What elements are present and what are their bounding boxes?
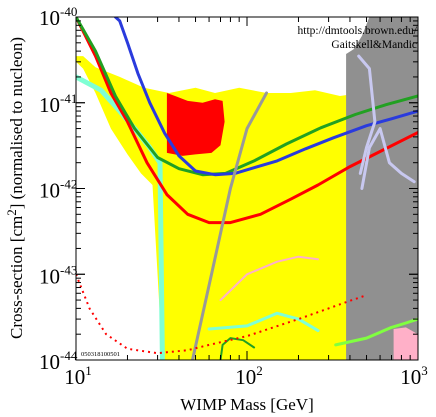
y-axis-title: Cross-section [cm2] (normalised to nucle…: [4, 37, 26, 339]
y-tick-label: 10-42: [39, 177, 77, 203]
chart-labels: WIMP Mass [GeV] Cross-section [cm2] (nor…: [4, 4, 428, 414]
series-red-1: [76, 17, 418, 225]
plot-area: [76, 17, 418, 360]
series-green-10: [219, 337, 256, 360]
series-gray-4: [191, 91, 268, 360]
x-axis-title: WIMP Mass [GeV]: [180, 395, 313, 414]
stamp-annotation: 050318100501: [81, 351, 120, 358]
region-yellow-0: [76, 56, 367, 360]
series-pink-7: [219, 255, 319, 302]
series-blue-3: [113, 17, 418, 177]
region-red-2: [166, 93, 225, 156]
series-lightgreen-9: [334, 317, 418, 347]
y-tick-label: 10-43: [39, 262, 77, 288]
region-pink-3: [393, 327, 418, 360]
series-cyan-8: [207, 311, 320, 333]
series-lavender-5: [360, 127, 416, 190]
y-tick-label: 10-44: [39, 348, 78, 374]
y-tick-label: 10-41: [39, 91, 77, 117]
x-tick-label: 103: [400, 363, 428, 389]
series-lavender-6: [357, 54, 377, 175]
y-tick-label: 10-40: [39, 4, 77, 30]
x-tick-label: 102: [235, 363, 263, 389]
x-tick-label: 101: [64, 363, 92, 389]
plot-frame: [75, 16, 419, 361]
credit-annotation: Gaitskell&Mandic: [331, 39, 417, 51]
url-annotation: http://dmtools.brown.edu/: [298, 25, 418, 37]
region-darkgray-1: [346, 17, 418, 360]
